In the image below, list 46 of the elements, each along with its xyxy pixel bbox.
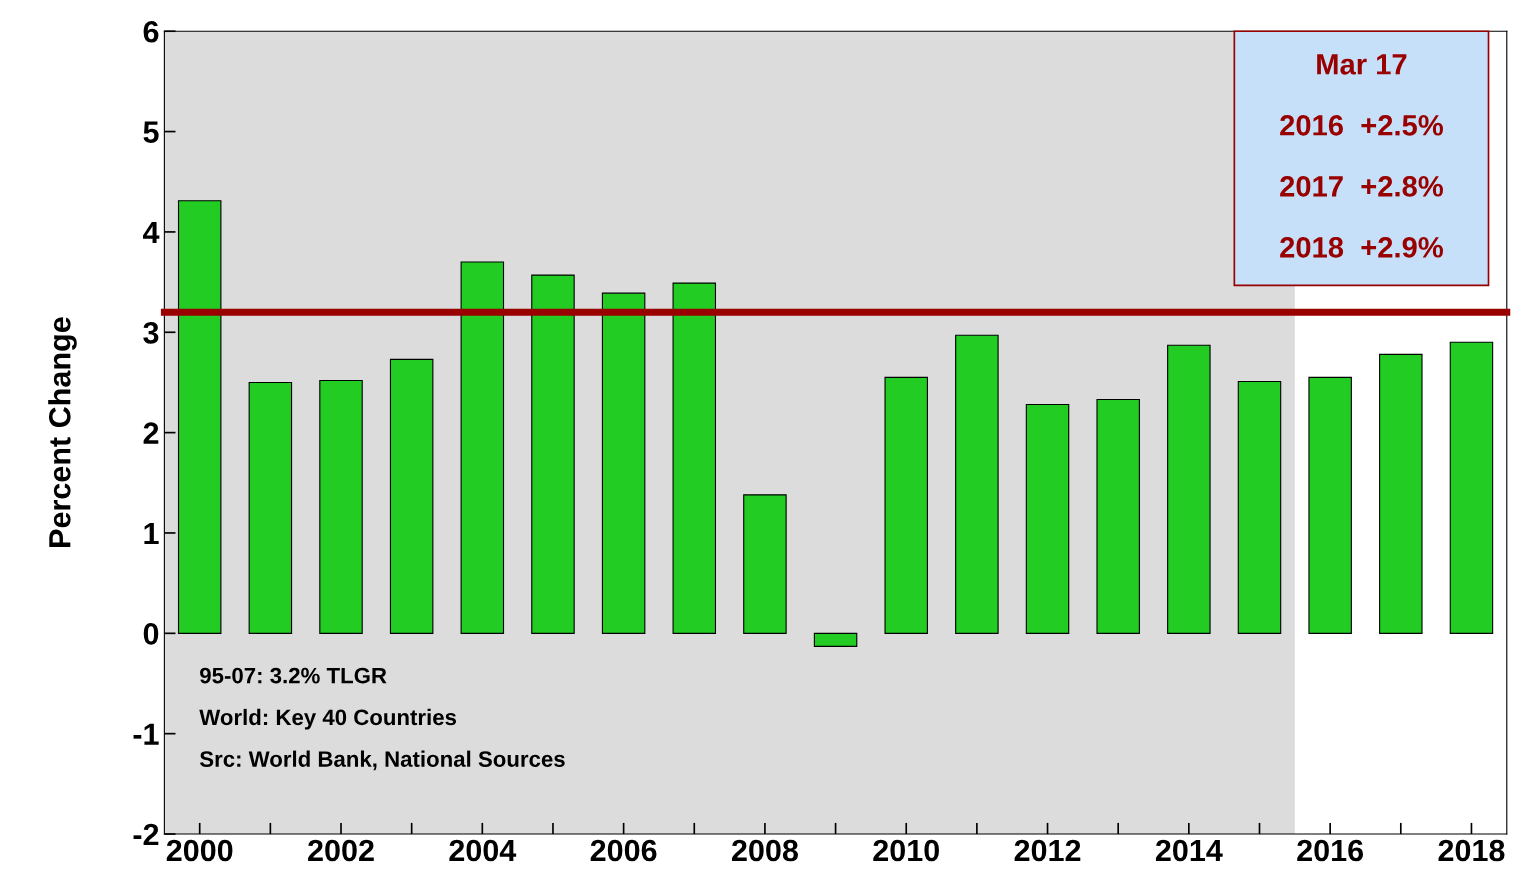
x-tick-label: 2012	[1014, 839, 1081, 862]
y-tick-label: 5	[143, 121, 159, 143]
bar	[955, 334, 999, 634]
y-tick-label: 0	[143, 623, 159, 645]
x-tick-label: 2002	[308, 839, 374, 862]
bar	[1308, 376, 1352, 634]
x-tick-label: 2014	[1155, 839, 1223, 862]
bar	[531, 274, 575, 634]
x-tick-label: 2006	[590, 839, 657, 862]
bar	[1237, 380, 1282, 634]
y-tick-label: -2	[133, 823, 159, 846]
annotation: 2018 +2.9%	[1280, 237, 1443, 258]
bar	[884, 376, 928, 634]
bar	[177, 200, 222, 634]
x-tick-label: 2018	[1438, 839, 1505, 862]
y-tick-label: 2	[143, 422, 159, 444]
x-tick-label: 2004	[449, 839, 517, 862]
y-tick-label: 4	[142, 221, 160, 243]
annotation: 2016 +2.5%	[1280, 115, 1443, 136]
bar	[1449, 341, 1494, 634]
y-tick-label: 3	[143, 322, 159, 344]
bar	[319, 379, 363, 634]
bar	[743, 494, 787, 634]
x-tick-label: 2008	[732, 839, 798, 862]
bar	[1025, 403, 1070, 634]
bar	[1096, 398, 1140, 634]
annotation: 2017 +2.8%	[1280, 176, 1443, 197]
bar	[1379, 353, 1423, 634]
bar	[248, 381, 293, 634]
y-tick-label: 1	[144, 523, 159, 545]
bar	[389, 358, 434, 634]
x-tick-label: 2016	[1297, 839, 1364, 862]
bar	[601, 292, 646, 634]
annotation: Src: World Bank, National Sources	[199, 750, 565, 771]
bar	[460, 261, 505, 634]
x-tick-label: 2000	[166, 839, 233, 862]
annotation: 95-07: 3.2% TLGR	[200, 667, 387, 684]
y-axis-title: Percent Change	[48, 317, 77, 547]
bar	[813, 632, 858, 647]
bar	[672, 282, 717, 634]
x-tick-label: 2010	[873, 839, 939, 862]
annotation: Mar 17	[1317, 54, 1407, 75]
annotation: World: Key 40 Countries	[199, 708, 457, 730]
bar	[1167, 344, 1211, 634]
y-tick-label: 6	[143, 20, 159, 43]
y-tick-label: -1	[133, 723, 159, 745]
